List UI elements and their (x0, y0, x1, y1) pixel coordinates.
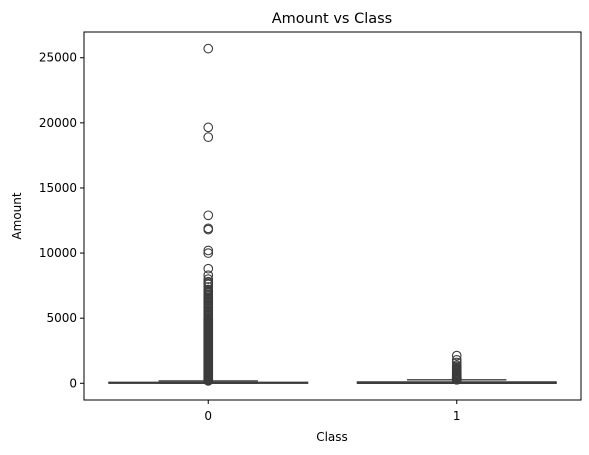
plot-area (108, 43, 557, 386)
outlier-point (203, 210, 214, 221)
x-axis-label: Class (316, 430, 348, 444)
y-tick-label: 5000 (46, 311, 77, 325)
outlier-point (203, 270, 214, 281)
y-tick-label: 10000 (39, 246, 77, 260)
outlier-point (203, 245, 214, 256)
outlier-point (451, 357, 462, 368)
outlier-point (203, 274, 214, 284)
x-tick-label: 0 (204, 409, 212, 423)
outlier-point (451, 354, 462, 365)
outlier-point (203, 248, 214, 258)
chart-title: Amount vs Class (272, 11, 392, 27)
outlier-point (203, 43, 214, 54)
outlier-point (451, 350, 462, 361)
y-axis-label: Amount (10, 192, 24, 239)
box-group-class-1 (356, 350, 557, 385)
y-tick-label: 0 (69, 376, 77, 390)
y-tick-label: 15000 (39, 181, 77, 195)
outlier-point (203, 263, 214, 274)
x-tick-label: 1 (453, 409, 461, 423)
outlier-point (203, 284, 214, 295)
outlier-point (203, 282, 214, 292)
y-axis: 0 5000 10000 15000 20000 25000 (39, 51, 84, 390)
y-tick-label: 25000 (39, 51, 77, 65)
outlier-point (203, 223, 214, 234)
axes-frame (83, 31, 582, 401)
outlier-point (203, 276, 214, 287)
outlier-point (203, 122, 214, 133)
outlier-point (451, 360, 462, 370)
box-group-class-0 (108, 43, 309, 386)
y-tick-label: 20000 (39, 116, 77, 130)
outlier-point (203, 132, 214, 143)
